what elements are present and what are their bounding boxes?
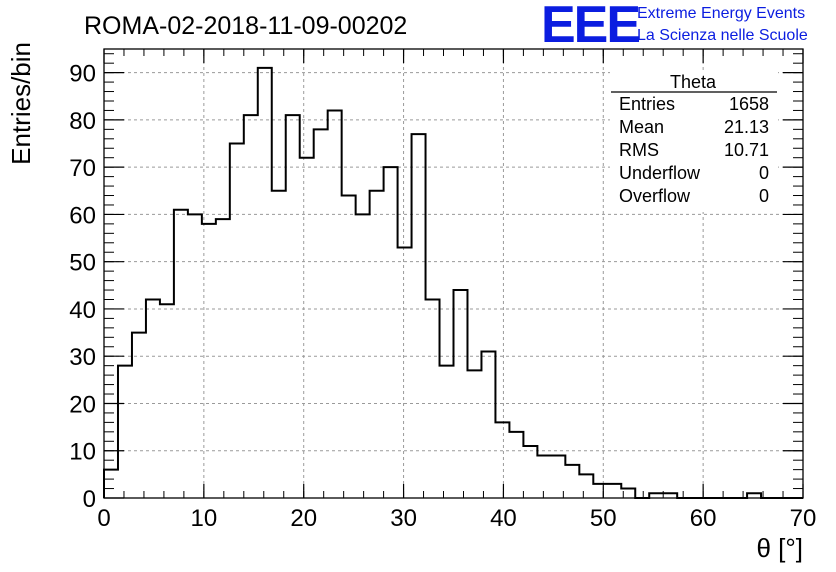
- histogram-bin: [258, 68, 272, 498]
- plot-frame: [103, 48, 804, 499]
- stats-value: 21.13: [724, 117, 769, 137]
- stats-row-rms: RMS 10.71: [619, 140, 769, 160]
- histogram-bin: [118, 366, 132, 498]
- stats-label: Underflow: [619, 163, 701, 183]
- histogram-bin: [523, 446, 537, 498]
- histogram-bin: [412, 134, 426, 498]
- y-tick-label: 80: [69, 108, 96, 135]
- stats-value: 1658: [729, 94, 769, 114]
- histogram-bin: [314, 129, 328, 498]
- histogram-bin: [216, 219, 230, 498]
- stats-row-underflow: Underflow 0: [619, 163, 769, 183]
- y-tick-label: 10: [69, 439, 96, 466]
- stats-value: 10.71: [724, 140, 769, 160]
- x-tick-label: 0: [97, 505, 110, 532]
- axis-ticks: [103, 49, 804, 499]
- histogram-bin: [607, 484, 621, 498]
- histogram-bin: [593, 484, 607, 498]
- histogram-bin: [495, 422, 509, 498]
- stats-value: 0: [759, 163, 769, 183]
- y-axis-label: Entries/bin: [6, 42, 36, 165]
- histogram-bin: [244, 115, 258, 498]
- y-tick-label: 30: [69, 344, 96, 371]
- x-tick-label: 40: [490, 505, 517, 532]
- x-tick-label: 50: [590, 505, 617, 532]
- histogram-bin: [342, 196, 356, 498]
- histogram-bin: [398, 248, 412, 498]
- y-tick-label: 0: [83, 486, 96, 513]
- stats-row-mean: Mean 21.13: [619, 117, 769, 137]
- stats-value: 0: [759, 186, 769, 206]
- stats-label: RMS: [619, 140, 659, 160]
- stats-label: Entries: [619, 94, 675, 114]
- eee-logo-mark: EEE: [541, 0, 639, 54]
- stats-box: Theta Entries 1658 Mean 21.13 RMS 10.71 …: [610, 72, 778, 212]
- histogram-bin: [132, 333, 146, 498]
- chart-title: ROMA-02-2018-11-09-00202: [84, 12, 407, 40]
- histogram-bin: [467, 370, 481, 498]
- histogram-bin: [160, 304, 174, 498]
- x-tick-label: 60: [690, 505, 717, 532]
- histogram-bin: [286, 115, 300, 498]
- y-tick-label: 60: [69, 202, 96, 229]
- stats-label: Mean: [619, 117, 664, 137]
- histogram-bin: [565, 465, 579, 498]
- histogram-bin: [370, 191, 384, 498]
- x-tick-label: 70: [790, 505, 817, 532]
- histogram-bin: [509, 432, 523, 498]
- y-tick-label: 40: [69, 297, 96, 324]
- histogram-bin: [481, 351, 495, 498]
- histogram-bin: [454, 290, 468, 498]
- y-tick-label: 50: [69, 250, 96, 277]
- y-tick-label: 90: [69, 61, 96, 88]
- x-axis-label: θ [°]: [756, 533, 803, 563]
- y-tick-label: 70: [69, 155, 96, 182]
- stats-row-entries: Entries 1658: [619, 94, 769, 114]
- logo-line-1: Extreme Energy Events: [637, 5, 805, 22]
- histogram-bin: [230, 144, 244, 498]
- y-tick-label: 20: [69, 391, 96, 418]
- stats-box-background: [610, 72, 778, 212]
- x-tick-label: 30: [390, 505, 417, 532]
- histogram-bin: [537, 455, 551, 498]
- histogram-bin: [328, 110, 342, 498]
- histogram-bin: [272, 191, 286, 498]
- histogram-bin: [104, 470, 118, 498]
- histogram-bin: [300, 158, 314, 498]
- logo-line-2: La Scienza nelle Scuole: [637, 27, 808, 44]
- histogram-bin: [202, 224, 216, 498]
- stats-box-title: Theta: [670, 72, 717, 92]
- histogram-bin: [146, 299, 160, 498]
- histogram-bin: [440, 366, 454, 498]
- histogram-bin: [174, 210, 188, 498]
- stats-row-overflow: Overflow 0: [619, 186, 769, 206]
- x-tick-label: 20: [290, 505, 317, 532]
- eee-logo: EEE Extreme Energy Events La Scienza nel…: [541, 0, 808, 54]
- x-tick-labels: 0 10 20 30 40 50 60 70: [97, 505, 816, 532]
- histogram-bin: [579, 474, 593, 498]
- histogram-bin: [426, 299, 440, 498]
- histogram-bin: [384, 167, 398, 498]
- y-tick-labels: 0 10 20 30 40 50 60 70 80 90: [69, 61, 96, 513]
- x-tick-label: 10: [191, 505, 218, 532]
- stats-label: Overflow: [619, 186, 691, 206]
